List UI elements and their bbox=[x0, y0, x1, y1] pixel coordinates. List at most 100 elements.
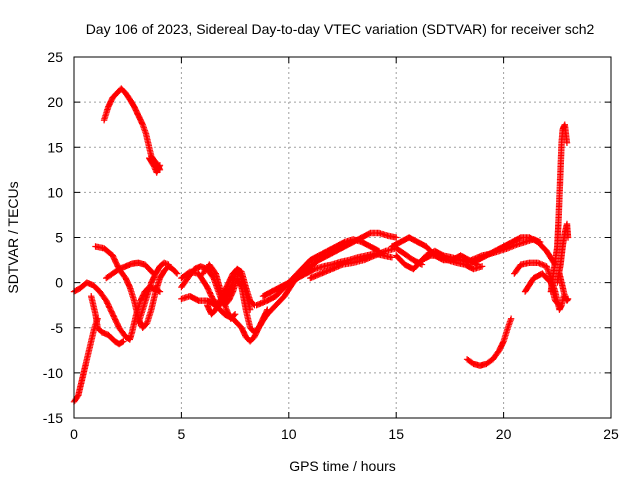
data-mark bbox=[94, 324, 105, 335]
x-tick-label: 25 bbox=[603, 426, 619, 442]
series-track-27 bbox=[556, 270, 572, 304]
x-tick-label: 10 bbox=[281, 426, 297, 442]
data-mark bbox=[156, 162, 164, 169]
data-mark bbox=[403, 252, 416, 263]
y-tick-label: -15 bbox=[43, 410, 63, 426]
data-mark bbox=[563, 296, 571, 304]
chart-title: Day 106 of 2023, Sidereal Day-to-day VTE… bbox=[86, 21, 595, 37]
data-mark bbox=[141, 261, 152, 272]
x-axis-label: GPS time / hours bbox=[289, 458, 396, 474]
data-mark bbox=[115, 324, 128, 339]
data-mark bbox=[161, 259, 171, 268]
data-mark bbox=[146, 154, 156, 168]
data-mark bbox=[118, 85, 128, 96]
data-mark bbox=[463, 356, 476, 367]
data-mark bbox=[556, 301, 563, 309]
data-mark bbox=[272, 294, 287, 309]
series-track-6 bbox=[135, 259, 172, 327]
data-mark bbox=[563, 139, 571, 146]
data-mark bbox=[75, 380, 85, 399]
data-mark bbox=[489, 348, 502, 363]
data-mark bbox=[165, 261, 172, 268]
series-track-16 bbox=[259, 250, 396, 300]
axis-ticks: 0 5 10 15 20 25 -15 -10 -5 0 5 10 15 20 25 bbox=[43, 49, 619, 442]
data-mark bbox=[81, 353, 91, 372]
data-mark bbox=[169, 265, 180, 276]
data-mark bbox=[223, 280, 236, 300]
series-track-7 bbox=[100, 85, 164, 174]
series-track-13 bbox=[204, 265, 254, 318]
series-track-3 bbox=[88, 293, 127, 348]
data-mark bbox=[126, 283, 137, 303]
data-mark bbox=[148, 290, 159, 313]
data-mark bbox=[126, 96, 137, 109]
data-mark bbox=[208, 307, 218, 318]
data-mark bbox=[285, 275, 300, 286]
series-track-5 bbox=[103, 259, 157, 282]
y-tick-label: 0 bbox=[55, 275, 63, 291]
data-series bbox=[70, 85, 572, 405]
x-tick-label: 15 bbox=[388, 426, 404, 442]
data-mark bbox=[242, 306, 253, 330]
data-mark bbox=[478, 263, 486, 270]
data-mark bbox=[259, 289, 274, 300]
data-mark bbox=[78, 366, 88, 386]
data-mark bbox=[216, 289, 227, 304]
x-tick-label: 0 bbox=[70, 426, 78, 442]
data-mark bbox=[277, 280, 291, 291]
data-mark bbox=[103, 297, 116, 317]
data-mark bbox=[139, 321, 150, 331]
data-mark bbox=[225, 289, 236, 304]
data-mark bbox=[195, 270, 210, 290]
series-track-8 bbox=[146, 154, 164, 176]
data-mark bbox=[298, 258, 313, 273]
data-mark bbox=[103, 271, 115, 282]
data-mark bbox=[206, 261, 218, 276]
data-mark bbox=[109, 266, 121, 277]
data-mark bbox=[148, 153, 157, 163]
data-mark bbox=[332, 239, 347, 250]
data-mark bbox=[281, 280, 296, 300]
data-mark bbox=[388, 254, 396, 261]
y-tick-label: 25 bbox=[47, 49, 63, 65]
data-mark bbox=[414, 253, 429, 268]
data-mark bbox=[142, 130, 152, 149]
data-mark bbox=[90, 282, 102, 294]
data-mark bbox=[225, 271, 236, 286]
data-mark bbox=[315, 253, 330, 264]
data-mark bbox=[146, 265, 156, 276]
series-track-12 bbox=[199, 261, 239, 322]
x-tick-label: 20 bbox=[496, 426, 512, 442]
data-mark bbox=[120, 338, 127, 345]
y-tick-label: 5 bbox=[55, 230, 63, 246]
data-mark bbox=[268, 284, 283, 295]
data-mark bbox=[84, 339, 94, 358]
data-mark bbox=[393, 245, 409, 258]
data-mark bbox=[100, 245, 115, 258]
data-mark bbox=[186, 293, 201, 304]
data-mark bbox=[324, 248, 338, 259]
data-mark bbox=[88, 293, 99, 316]
data-mark bbox=[324, 244, 338, 255]
series-track-25 bbox=[547, 121, 571, 295]
data-mark bbox=[507, 315, 515, 322]
data-mark bbox=[156, 268, 167, 282]
data-mark bbox=[109, 252, 122, 271]
data-mark bbox=[536, 238, 544, 246]
data-mark bbox=[152, 264, 163, 277]
data-mark bbox=[521, 276, 537, 295]
series-track-24 bbox=[463, 315, 515, 369]
data-mark bbox=[500, 326, 511, 345]
data-mark bbox=[109, 91, 120, 101]
data-mark bbox=[259, 312, 270, 324]
data-mark bbox=[264, 303, 278, 318]
y-tick-label: 15 bbox=[47, 139, 63, 155]
series-track-14 bbox=[264, 229, 400, 318]
y-tick-label: -5 bbox=[51, 320, 64, 336]
data-mark bbox=[315, 248, 330, 259]
y-tick-label: -10 bbox=[43, 365, 63, 381]
data-mark bbox=[115, 338, 126, 348]
data-mark bbox=[555, 195, 563, 228]
data-mark bbox=[96, 288, 109, 303]
data-mark bbox=[204, 283, 217, 303]
